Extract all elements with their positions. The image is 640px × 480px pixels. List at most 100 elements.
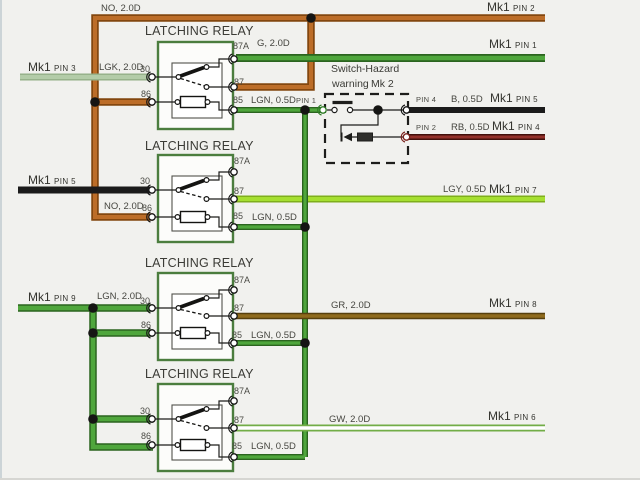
relay2-terminal-86 (148, 213, 156, 221)
relay3-terminal-87-label: 87 (234, 303, 245, 313)
relay1-terminal-85 (230, 106, 238, 114)
relay3-coil (179, 326, 207, 340)
label-wire-no-relay2: NO, 2.0D (104, 201, 144, 212)
relay4-terminal-87a (230, 397, 238, 405)
relay2-terminal-87 (230, 195, 238, 203)
label-wire-lgn05-relay3: LGN, 0.5D (251, 330, 296, 341)
diode-symbol (343, 132, 352, 142)
switch-box-terminal-pin1-hook (317, 104, 322, 116)
relay4-coil-contact-right (204, 442, 211, 449)
scan-edge-bottom (0, 478, 640, 480)
relay3-terminal-30-hook (146, 302, 151, 314)
callout-mk1-pin1: Mk1 PIN 1 (489, 37, 538, 51)
relay1-terminal-30-label: 30 (140, 64, 151, 74)
wire-lgn-left-network (18, 304, 153, 451)
relay2-internal-leads (153, 171, 231, 228)
switch-box-terminal-pin4 (402, 106, 411, 114)
relay3-coil-contact-left (174, 330, 181, 337)
relay3-switch-blade-alt (180, 308, 205, 316)
relay4-87a-contact (203, 406, 210, 413)
relay2-87-contact (203, 196, 210, 203)
relay4-coil-contact-left (174, 442, 181, 449)
mk1-name: Mk1 (492, 119, 515, 133)
relay4-terminal-85-hook (228, 451, 233, 463)
switch-box-terminal-pin4-hook (400, 104, 406, 116)
callout-mk1-pin4: Mk1 PIN 4 (492, 119, 541, 133)
pin-number: PIN 2 (513, 4, 536, 13)
relay2-terminal-87a-hook (228, 166, 233, 178)
relay3-internal-leads (153, 289, 231, 344)
label-wire-lgn20: LGN, 2.0D (97, 291, 142, 302)
relay2-coil (179, 210, 207, 224)
relay1-switch-blade-alt (180, 77, 205, 87)
relay3-87-contact (203, 313, 210, 320)
mk1-name: Mk1 (489, 296, 512, 310)
mk1-name: Mk1 (489, 182, 512, 196)
relay1-terminal-86-hook (146, 96, 151, 108)
mk1-name: Mk1 (28, 290, 51, 304)
relay4-pivot-contact (175, 416, 182, 423)
relay4-terminal-87a-hook (228, 395, 233, 407)
relay2-87a-contact (203, 177, 210, 184)
relay4-terminal-86-hook (146, 439, 151, 451)
relay1-terminal-87-hook (228, 81, 233, 93)
relay1-terminal-87 (230, 83, 238, 91)
relay1-pivot-contact (175, 73, 182, 80)
relay1-terminal-86 (148, 98, 156, 106)
relay1-terminal-30 (148, 73, 156, 81)
switch-hazard-title-line1: Switch-Hazard (331, 63, 400, 75)
relay1-terminal-30-hook (146, 71, 151, 83)
relay2-terminal-87a-label: 87A (234, 156, 251, 166)
relay3-terminal-30 (148, 304, 156, 312)
junction-dot (300, 105, 310, 115)
junction-dot (88, 328, 98, 338)
mk1-name: Mk1 (489, 37, 512, 51)
label-wire-gr: GR, 2.0D (331, 300, 371, 311)
junction-dot (373, 105, 383, 115)
label-pin1: PIN 1 (296, 96, 317, 105)
relay1-terminal-87-label: 87 (234, 77, 245, 87)
pin-number: PIN 1 (515, 41, 538, 50)
wire-lgn-left-edge (18, 304, 153, 451)
relay4-terminal-86 (148, 441, 156, 449)
relay1-internal-leads (153, 58, 231, 111)
relay2-terminal-85-hook (228, 221, 233, 233)
label-wire-rb: RB, 0.5D (451, 122, 490, 133)
label-wire-lgk: LGK, 2.0D (99, 62, 144, 73)
relay1-symbol-box (171, 62, 223, 119)
relay3-terminal-85 (230, 339, 238, 347)
relay3-terminal-85-hook (228, 337, 233, 349)
pin-number: PIN 4 (518, 123, 541, 132)
relay3-switch-blade (179, 296, 205, 309)
switch-hazard-title-line2: warning (332, 78, 369, 90)
relay2-title: LATCHING RELAY (145, 139, 254, 153)
wire-lgn-bus (236, 107, 323, 460)
mk1-name: Mk1 (28, 60, 51, 74)
relay1-terminal-85-label: 85 (233, 95, 244, 105)
relay3-terminal-87-hook (228, 310, 233, 322)
relay4-internal-leads (153, 400, 231, 458)
relay3-terminal-86-label: 86 (141, 320, 152, 330)
pin-number: PIN 7 (515, 186, 538, 195)
label-wire-no-top: NO, 2.0D (101, 3, 141, 14)
relay1-switch-blade (179, 65, 205, 78)
callout-mk1-pin6: Mk1 PIN 6 (488, 409, 536, 423)
wire-lgn-left-core (18, 305, 153, 450)
relay1-title: LATCHING RELAY (145, 24, 254, 38)
mk1-name: Mk1 (28, 173, 51, 187)
relay3-pivot-contact (175, 305, 182, 312)
relay2-terminal-87-label: 87 (234, 186, 245, 196)
relay1-terminal-87a-label: 87A (233, 41, 250, 51)
relay2-coil-contact-right (204, 214, 211, 221)
inline-component-symbol (357, 132, 373, 142)
callout-mk1-pin5-right: Mk1 PIN 5 (490, 91, 539, 105)
switch-hazard-title-line3: Mk 2 (371, 78, 394, 90)
relay3-terminal-86 (148, 329, 156, 337)
junction-dot (88, 414, 98, 424)
relay1-terminal-86-label: 86 (141, 89, 152, 99)
pin-number: PIN 5 (516, 95, 539, 104)
relay1-terminal-85-hook (228, 104, 233, 116)
relay2-pivot-contact (175, 187, 182, 194)
junction-dot (300, 222, 310, 232)
relay2-terminal-87a (230, 168, 238, 176)
